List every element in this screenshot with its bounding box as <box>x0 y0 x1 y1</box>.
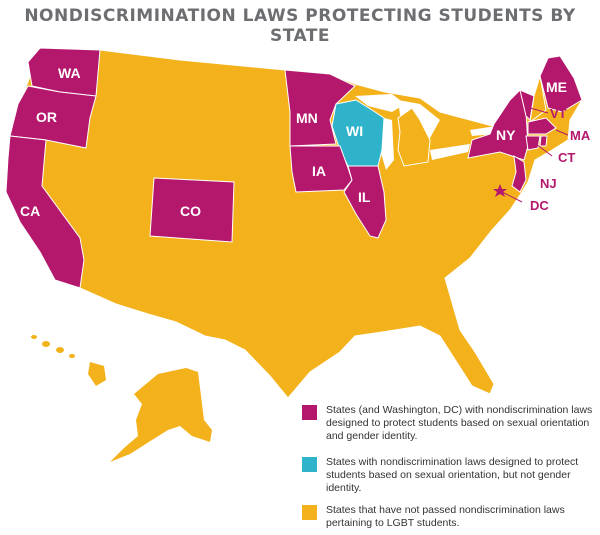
state-mn <box>284 69 356 147</box>
state-ny <box>467 89 529 161</box>
label-wa: WA <box>58 65 81 81</box>
state-ca <box>5 135 85 289</box>
label-ia: IA <box>312 163 326 179</box>
legend-swatch-yellow <box>302 505 317 520</box>
legend: States (and Washington, DC) with nondisc… <box>302 404 600 530</box>
us-map: WA OR CA CO MN WI IA IL NY ME VT MA CT N… <box>5 47 591 462</box>
dc-leader-line <box>501 191 523 203</box>
state-me <box>539 55 583 113</box>
ma-leader-line <box>555 129 569 136</box>
us-mainland <box>5 47 583 399</box>
label-or: OR <box>36 109 57 125</box>
ct-leader-line <box>535 143 553 157</box>
legend-swatch-blue <box>302 457 317 472</box>
state-il <box>343 165 387 239</box>
hawaii <box>31 335 106 386</box>
label-me: ME <box>546 79 567 95</box>
label-wi: WI <box>346 123 363 139</box>
state-nj <box>511 155 527 193</box>
label-ny: NY <box>496 127 516 143</box>
legend-text-orientation-only: States with nondiscrimination laws desig… <box>326 456 579 494</box>
label-ma: MA <box>570 128 591 143</box>
state-ma <box>527 117 557 135</box>
label-co: CO <box>180 203 201 219</box>
map-title: NONDISCRIMINATION LAWS PROTECTING STUDEN… <box>24 6 576 46</box>
legend-text-no-protection: States that have not passed nondiscrimin… <box>326 504 565 529</box>
alaska <box>110 368 212 462</box>
label-il: IL <box>358 189 371 205</box>
vt-leader-line <box>529 107 549 114</box>
state-ia <box>289 145 353 193</box>
state-wi <box>331 99 385 167</box>
state-nh <box>529 75 547 124</box>
label-mn: MN <box>296 110 318 126</box>
state-ct <box>525 135 541 151</box>
label-nj: NJ <box>540 176 557 191</box>
state-ri <box>539 135 548 147</box>
label-vt: VT <box>550 106 567 121</box>
state-or <box>9 85 97 149</box>
star-dc <box>493 184 507 197</box>
label-ca: CA <box>20 203 40 219</box>
michigan <box>397 107 431 167</box>
label-ct: CT <box>558 150 575 165</box>
legend-text-full-protection: States (and Washington, DC) with nondisc… <box>326 404 593 442</box>
state-co <box>149 177 235 243</box>
legend-swatch-magenta <box>302 405 317 420</box>
label-dc: DC <box>530 198 549 213</box>
